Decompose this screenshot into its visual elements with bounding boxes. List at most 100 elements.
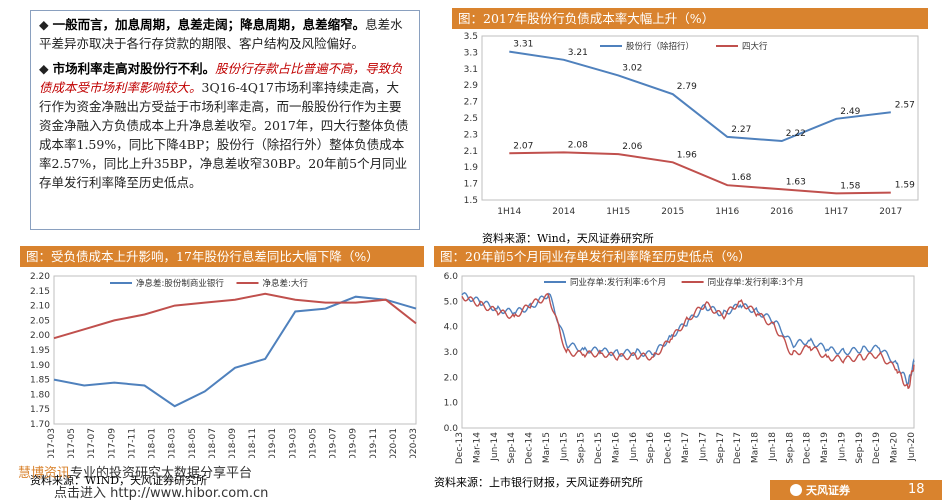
paragraph-2: ◆ 市场利率走高对股份行不利。股份行存款占比普遍不高，导致负债成本受市场利率影响较… — [39, 59, 411, 192]
y-tick-label: 3.5 — [464, 32, 478, 42]
x-tick-label: Sep-17 — [716, 432, 726, 464]
series-line-1 — [53, 295, 417, 408]
x-tick-label: 1H15 — [606, 207, 630, 217]
y-tick-label: 1.85 — [30, 376, 50, 386]
data-label: 1.68 — [731, 173, 751, 183]
data-label: 2.22 — [786, 129, 806, 139]
x-tick-label: 2019-09 — [349, 428, 359, 458]
y-tick-label: 2.1 — [464, 147, 478, 157]
x-tick-label: Sep-18 — [785, 432, 795, 464]
plot-area-frame — [461, 275, 915, 429]
data-label: 2.49 — [840, 107, 860, 117]
x-tick-label: Mar-14 — [472, 432, 482, 463]
company-logo-icon — [790, 484, 802, 496]
x-tick-label: Jun-20 — [907, 432, 917, 462]
x-tick-label: 1H14 — [497, 207, 521, 217]
watermark-line-1: 慧博资讯专业的投资研究大数据分享平台 — [18, 462, 252, 481]
y-tick-label: 4.0 — [444, 323, 459, 333]
x-tick-label: 2018-11 — [248, 428, 258, 458]
y-tick-label: 2.20 — [30, 272, 50, 282]
x-tick-label: 2014 — [552, 207, 575, 217]
chart-bottom-left: 2.20 2.15 2.10 2.05 2.00 1.95 1.90 1.85 1.80 1.75… — [20, 268, 424, 458]
legend-label-1: 股份行（除招行） — [626, 41, 694, 52]
footer-bar — [770, 480, 942, 500]
y-tick-label: 0.0 — [444, 424, 459, 434]
series-line-2 — [509, 151, 891, 195]
source-top-right: 资料来源：Wind，天风证券研究所 — [482, 232, 654, 245]
x-tick-label: 2015 — [661, 207, 684, 217]
legend-label-2: 四大行 — [742, 41, 768, 52]
y-tick-label: 1.75 — [30, 405, 50, 415]
source-bottom-right: 资料来源：上市银行财报，天风证券研究所 — [434, 476, 643, 489]
x-tick-label: 2017-07 — [87, 428, 97, 458]
chart-top-right: 3.5 3.3 3.1 2.9 2.7 2.5 2.3 2.1 1.9 1.7 1.5 1H14 201… — [452, 30, 928, 230]
y-tick-label: 1.90 — [30, 361, 50, 371]
para2-bold: 市场利率走高对股份行不利。 — [52, 61, 216, 76]
x-tick-label: 2017-09 — [107, 428, 117, 458]
x-tick-label: 2018-01 — [148, 428, 158, 458]
y-tick-label: 6.0 — [444, 272, 459, 282]
para1-bold: 一般而言，加息周期，息差走阔；降息周期，息差缩窄。 — [52, 17, 366, 32]
page-number: 18 — [908, 482, 925, 497]
x-tick-label: Dec-16 — [664, 432, 674, 464]
y-tick-label: 1.7 — [464, 180, 478, 190]
data-label: 2.06 — [622, 142, 642, 152]
y-tick-label: 2.5 — [464, 114, 478, 124]
x-tick-label: Dec-13 — [455, 432, 465, 464]
x-tick-label: Dec-18 — [803, 432, 813, 464]
x-tick-label: Sep-16 — [646, 432, 656, 464]
x-tick-label: 2017-11 — [127, 428, 137, 458]
y-tick-label: 2.7 — [464, 98, 478, 108]
data-label: 3.21 — [568, 48, 588, 58]
data-label: 2.27 — [731, 125, 751, 135]
legend-label-2: 同业存单:发行利率:3个月 — [708, 277, 804, 288]
plot-area-frame — [53, 275, 417, 425]
x-tick-label: 2020-01 — [389, 428, 399, 458]
y-tick-label: 1.80 — [30, 390, 50, 400]
chart-top-right-svg: 3.5 3.3 3.1 2.9 2.7 2.5 2.3 2.1 1.9 1.7 1.5 1H14 201… — [464, 32, 919, 217]
x-tick-label: Sep-15 — [577, 432, 587, 464]
x-tick-label: Jun-15 — [559, 432, 569, 462]
legend-label-1: 净息差:股份制商业银行 — [136, 278, 224, 289]
footer-logo-text: 天风证券 — [806, 484, 850, 497]
x-tick-label: 2017-05 — [67, 428, 77, 458]
y-tick-label: 1.70 — [30, 420, 50, 430]
y-tick-label: 3.3 — [464, 48, 478, 58]
y-tick-label: 2.05 — [30, 316, 50, 326]
x-tick-label: 2018-03 — [168, 428, 178, 458]
plot-area-frame — [481, 35, 919, 201]
series-line-1 — [509, 50, 891, 143]
x-tick-label: 2019-03 — [288, 428, 298, 458]
x-tick-label: Mar-20 — [890, 432, 900, 463]
y-tick-label: 2.10 — [30, 302, 50, 312]
x-tick-label: Sep-14 — [507, 432, 517, 464]
x-tick-label: 2018-07 — [208, 428, 218, 458]
x-tick-label: Dec-17 — [733, 432, 743, 464]
x-tick-label: 2016 — [770, 207, 793, 217]
x-tick-label: Mar-19 — [820, 432, 830, 463]
bullet-diamond-icon: ◆ — [39, 61, 49, 76]
paragraph-1: ◆ 一般而言，加息周期，息差走阔；降息周期，息差缩窄。息差水平差异亦取决于各行存贷… — [39, 15, 411, 53]
x-tick-label: 2018-09 — [228, 428, 238, 458]
y-tick-label: 3.1 — [464, 65, 478, 75]
x-tick-label: Jun-19 — [837, 432, 847, 462]
data-label: 2.57 — [895, 100, 915, 110]
series-line-2 — [461, 292, 915, 389]
y-tick-label: 2.15 — [30, 287, 50, 297]
text-panel: ◆ 一般而言，加息周期，息差走阔；降息周期，息差缩窄。息差水平差异亦取决于各行存贷… — [30, 10, 420, 230]
x-tick-label: Jun-16 — [629, 432, 639, 462]
legend-label-2: 净息差:大行 — [263, 278, 309, 289]
y-tick-label: 1.95 — [30, 346, 50, 356]
watermark-link[interactable]: 点击进入 http://www.hibor.com.cn — [54, 486, 269, 500]
y-tick-label: 2.9 — [464, 81, 479, 91]
y-tick-label: 2.3 — [464, 130, 478, 140]
y-tick-label: 5.0 — [444, 297, 459, 307]
y-tick-label: 3.0 — [444, 348, 459, 358]
data-label: 2.08 — [568, 140, 588, 150]
data-label: 1.63 — [786, 177, 806, 187]
x-tick-label: Mar-15 — [542, 432, 552, 463]
x-tick-label: Dec-15 — [594, 432, 604, 464]
x-tick-label: 2019-07 — [329, 428, 339, 458]
para1-rest: 息差水平差异亦取决于各行存贷款的期限、客户结构及风险偏好。 — [39, 17, 403, 51]
data-label: 1.59 — [895, 181, 915, 191]
